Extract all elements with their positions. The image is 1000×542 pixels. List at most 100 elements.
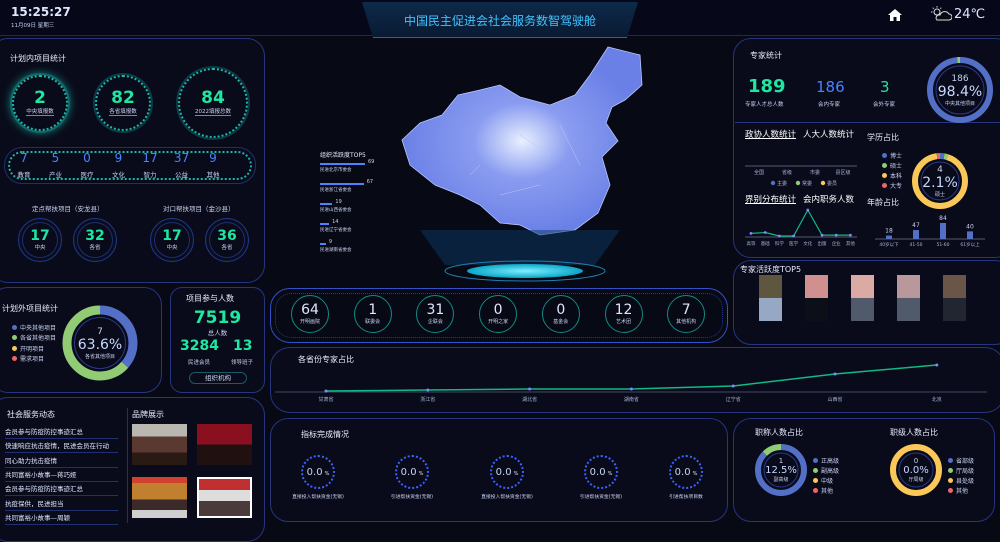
stat-label: 2022填报总数 bbox=[195, 109, 231, 116]
tab-sector[interactable]: 界别分布统计 bbox=[745, 195, 797, 205]
org-label: 开明画院 bbox=[299, 319, 320, 325]
donut-value: 0 bbox=[913, 457, 919, 465]
legend-dot bbox=[12, 356, 17, 361]
title-ratio-title: 职称人数占比 bbox=[755, 428, 803, 437]
tab-cppcc[interactable]: 政协人数统计 bbox=[745, 130, 797, 140]
project-ring: 36 各省 bbox=[205, 218, 249, 262]
indicator-value-row: 0.0% bbox=[590, 467, 613, 478]
org-ring[interactable]: 7 其他机构 bbox=[667, 295, 706, 333]
x-tick-label: 县区级 bbox=[835, 169, 850, 176]
org-value: 31 bbox=[426, 302, 445, 318]
legend-label: 需求项目 bbox=[20, 356, 45, 363]
plan-out-donut: 7 63.6% 各省其他项目 bbox=[58, 301, 142, 385]
temperature: 24℃ bbox=[954, 7, 986, 22]
top5-bar bbox=[320, 183, 364, 185]
donut-center: 7 63.6% 各省其他项目 bbox=[58, 301, 142, 385]
news-item[interactable]: 同心助力抗击疫情 bbox=[5, 454, 118, 468]
news-item[interactable]: 会员参与防疫防控事迹汇总 bbox=[5, 425, 118, 439]
org-ring[interactable]: 0 开明之家 bbox=[479, 295, 518, 333]
legend-item: 本科 bbox=[882, 171, 902, 181]
news-item[interactable]: 会员参与防疫防控事迹汇总 bbox=[5, 482, 118, 497]
tab-positions[interactable]: 会内职务人数 bbox=[803, 195, 855, 205]
indicator-ring: 0.0% bbox=[669, 455, 703, 489]
bar-value-label: 84 bbox=[939, 215, 947, 222]
news-item[interactable]: 共同富裕小故事—周颖 bbox=[5, 511, 118, 525]
brand-photo[interactable] bbox=[197, 424, 252, 465]
legend-dot bbox=[948, 477, 953, 483]
legend-dot bbox=[948, 487, 953, 493]
stat-ring: 84 2022填报总数 bbox=[178, 68, 248, 138]
legend-label: 大专 bbox=[890, 183, 903, 191]
expert-avatar[interactable] bbox=[851, 275, 874, 321]
legend-dot bbox=[882, 162, 887, 168]
legend-item: 需求项目 bbox=[12, 354, 44, 364]
news-item[interactable]: 抗疫保供，民进担当 bbox=[5, 497, 118, 511]
stat-ring: 2 中央填报数 bbox=[12, 75, 68, 131]
active-experts-title: 专家活跃度TOP5 bbox=[740, 265, 802, 274]
donut-center: 1 12.5% 副高级 bbox=[752, 441, 810, 499]
series-line bbox=[325, 364, 937, 392]
legend-label: 开明项目 bbox=[20, 345, 45, 353]
x-tick-label: 北京 bbox=[932, 396, 942, 403]
legend-label: 县处级 bbox=[956, 477, 975, 485]
legend-label: 其他 bbox=[821, 487, 834, 495]
donut-inner-ring bbox=[74, 317, 126, 369]
news-item[interactable]: 共同富裕小故事—蒋巧娅 bbox=[5, 468, 118, 482]
china-map[interactable] bbox=[380, 45, 680, 285]
news-item[interactable]: 快速响应抗击疫情，民进会员在行动 bbox=[5, 439, 118, 454]
category-value: 9 bbox=[114, 151, 123, 165]
org-label: 基金会 bbox=[553, 319, 569, 325]
bar-value-label: 18 bbox=[885, 228, 893, 235]
org-ring[interactable]: 1 联委会 bbox=[353, 295, 392, 333]
tab-npc[interactable]: 人大人数统计 bbox=[803, 130, 855, 140]
brand-photo[interactable] bbox=[132, 424, 187, 465]
leaders-count: 13 bbox=[233, 338, 253, 354]
expert-avatar[interactable] bbox=[759, 275, 782, 321]
title-tab bbox=[362, 2, 638, 38]
rank-ratio-donut: 0 0.0% 厅局级 bbox=[887, 441, 945, 499]
indicator-value: 0.0 bbox=[589, 466, 606, 478]
expert-avatar[interactable] bbox=[897, 275, 920, 321]
legend-item: 中级 bbox=[813, 475, 833, 485]
data-point bbox=[820, 233, 824, 237]
legend-dot bbox=[820, 180, 826, 186]
donut-inner-ring bbox=[920, 161, 960, 201]
org-ring[interactable]: 12 艺术团 bbox=[604, 295, 643, 333]
top5-title: 组织活跃度TOP5 bbox=[320, 152, 366, 159]
brand-photo[interactable] bbox=[132, 477, 187, 518]
donut-segment bbox=[755, 444, 807, 496]
top5-value: 14 bbox=[332, 219, 339, 225]
stat-value: 2 bbox=[34, 88, 46, 108]
top5-label: 民进辽宁省委会 bbox=[320, 228, 352, 233]
project-label: 中央 bbox=[166, 245, 178, 251]
expert-total: 189 bbox=[748, 76, 786, 97]
age-bar-chart: 18 40岁以下 47 41-50 84 51-60 40 61岁以上 bbox=[875, 215, 985, 248]
donut-value: 4 bbox=[937, 164, 943, 175]
brand-photo[interactable] bbox=[197, 477, 252, 518]
org-button[interactable]: 组织机构 bbox=[189, 372, 247, 384]
home-icon[interactable] bbox=[888, 9, 902, 21]
education-donut: 4 2.1% 硕士 bbox=[909, 150, 971, 212]
legend-dot bbox=[770, 180, 776, 186]
org-ring[interactable]: 0 基金会 bbox=[541, 295, 580, 333]
org-ring[interactable]: 31 企联会 bbox=[416, 295, 455, 333]
indicator-label: 引进帮扶项目数 bbox=[669, 495, 703, 500]
donut-label: 硕士 bbox=[934, 191, 945, 198]
donut-inner-ring bbox=[935, 65, 985, 115]
expert-avatar[interactable] bbox=[805, 275, 828, 321]
legend-dot bbox=[813, 477, 818, 483]
indicator-value-row: 0.0% bbox=[401, 467, 424, 478]
indicator-unit: % bbox=[692, 470, 698, 477]
stat-label: 各省填报数 bbox=[109, 109, 137, 116]
x-tick-label: 基础 bbox=[761, 240, 770, 247]
expert-inner-label: 会内专家 bbox=[818, 102, 841, 108]
org-ring[interactable]: 64 开明画院 bbox=[291, 295, 329, 333]
indicator-value: 0.0 bbox=[306, 466, 323, 478]
expert-avatar[interactable] bbox=[943, 275, 966, 321]
title-ratio-donut: 1 12.5% 副高级 bbox=[752, 441, 810, 499]
x-tick-label: 医学 bbox=[789, 240, 798, 247]
x-tick-label: 40岁以下 bbox=[879, 241, 899, 248]
legend-label: 常委 bbox=[802, 180, 812, 187]
legend-item: 中央其他项目 bbox=[12, 322, 56, 332]
donut-percent: 12.5% bbox=[765, 465, 797, 476]
